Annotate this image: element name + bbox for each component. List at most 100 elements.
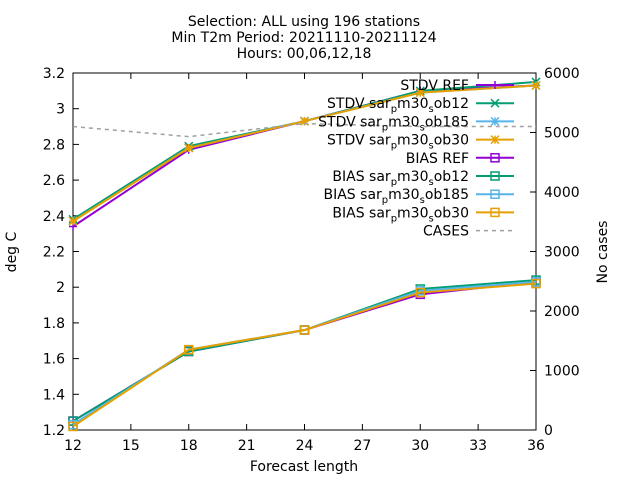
y2-axis-label: No cases xyxy=(595,221,611,284)
series-6 xyxy=(68,277,541,430)
y2-tick-label: 3000 xyxy=(544,245,580,261)
legend-label: CASES xyxy=(423,224,469,240)
y-tick-label: 1.6 xyxy=(43,352,65,368)
legend-label: BIAS sarpm30sob185 xyxy=(324,187,470,206)
data-point xyxy=(531,278,541,289)
legend-label: BIAS sarpm30sob30 xyxy=(332,205,469,224)
series-8 xyxy=(72,122,536,138)
legend-label-part: p xyxy=(391,141,397,152)
legend-label-part: BIAS REF xyxy=(406,151,469,167)
x-tick-label: 15 xyxy=(122,438,140,454)
y-tick-label: 2.8 xyxy=(43,137,65,153)
legend-label-part: s xyxy=(429,177,434,188)
legend-label-part: BIAS sar xyxy=(332,205,391,221)
legend-label: STDV sarpm30sob30 xyxy=(327,133,469,152)
chart-title: Selection: ALL using 196 stations Min T2… xyxy=(171,14,436,62)
legend-label-part: m30 xyxy=(397,169,428,185)
data-point xyxy=(531,80,541,91)
y-tick-label: 2.6 xyxy=(43,173,65,189)
series-4 xyxy=(68,277,541,426)
legend-label-part: ob12 xyxy=(434,96,469,112)
data-point xyxy=(415,88,425,98)
legend-label: STDV sarpm30sob12 xyxy=(327,96,469,115)
series-0 xyxy=(69,81,540,231)
y-axis-label: deg C xyxy=(4,231,20,272)
legend-label-part: m30 xyxy=(388,114,419,130)
legend-sample-marker xyxy=(490,207,500,218)
data-point xyxy=(184,143,194,153)
series-5 xyxy=(68,275,541,426)
title-line-2: Min T2m Period: 20211110-20211124 xyxy=(171,30,436,46)
legend-label-part: m30 xyxy=(397,205,428,221)
series-line xyxy=(72,280,537,422)
x-tick-label: 36 xyxy=(527,438,545,454)
x-tick-label: 12 xyxy=(64,438,82,454)
legend-label-part: p xyxy=(382,122,388,133)
legend-sample-marker xyxy=(490,189,500,199)
series-line xyxy=(72,282,537,428)
x-tick-label: 21 xyxy=(238,438,256,454)
series-line xyxy=(72,280,537,426)
x-tick-label: 27 xyxy=(353,438,371,454)
series-7 xyxy=(68,278,541,432)
legend-label-part: s xyxy=(429,213,434,224)
series-2 xyxy=(68,80,541,226)
x-tick-label: 30 xyxy=(411,438,429,454)
y2-tick-label: 4000 xyxy=(544,185,580,201)
legend-sample-marker xyxy=(490,116,500,126)
legend-sample-marker xyxy=(491,81,499,89)
legend-label-part: s xyxy=(420,122,425,133)
legend-sample-marker xyxy=(490,135,500,145)
legend-sample-marker xyxy=(490,171,500,181)
y-tick-label: 2.2 xyxy=(43,245,65,261)
data-point xyxy=(299,325,310,335)
data-point xyxy=(68,216,78,226)
legend-sample-marker xyxy=(490,98,500,108)
legend-label-part: CASES xyxy=(423,224,469,240)
y2-axis-ticks: 0 1000 2000 3000 4000 5000 6000 xyxy=(530,66,580,439)
y-tick-label: 1.2 xyxy=(43,423,65,439)
legend-label-part: s xyxy=(420,195,425,206)
legend-label-part: p xyxy=(382,195,388,206)
y2-tick-label: 2000 xyxy=(544,304,580,320)
legend-label-part: ob30 xyxy=(434,205,469,221)
y-axis-ticks: 1.2 1.4 1.6 1.8 2 2.2 2.4 2.6 2.8 3 3.2 xyxy=(43,66,79,439)
data-point xyxy=(299,116,310,126)
legend-label-part: STDV sar xyxy=(318,114,382,130)
legend-label-part: p xyxy=(391,213,397,224)
legend-label-part: BIAS sar xyxy=(332,169,391,185)
title-line-3: Hours: 00,06,12,18 xyxy=(237,46,372,62)
legend-label-part: s xyxy=(429,104,434,115)
series-1 xyxy=(68,77,541,224)
legend-label-part: m30 xyxy=(388,187,419,203)
x-axis-ticks: 12 15 18 21 24 27 30 33 36 xyxy=(64,73,545,454)
y-tick-label: 1.8 xyxy=(43,316,65,332)
legend-label-part: s xyxy=(429,141,434,152)
y2-tick-label: 0 xyxy=(544,423,553,439)
legend-label-part: ob185 xyxy=(425,187,469,203)
legend-label-part: ob185 xyxy=(425,114,469,130)
legend-label-part: p xyxy=(391,104,397,115)
legend-label-part: m30 xyxy=(397,133,428,149)
legend-sample-marker xyxy=(490,153,500,163)
x-axis-label: Forecast length xyxy=(250,459,358,475)
x-tick-label: 33 xyxy=(469,438,487,454)
legend-label-part: STDV sar xyxy=(327,133,391,149)
series-line xyxy=(72,279,537,422)
legend-label: STDV sarpm30sob185 xyxy=(318,114,469,133)
legend-label-part: p xyxy=(391,177,397,188)
y-tick-label: 2.4 xyxy=(43,209,65,225)
legend-label: BIAS REF xyxy=(406,151,469,167)
y-tick-label: 2 xyxy=(56,280,65,296)
series-line xyxy=(72,122,536,138)
y-tick-label: 1.4 xyxy=(43,387,65,403)
y2-tick-label: 5000 xyxy=(544,126,580,142)
x-tick-label: 24 xyxy=(296,438,314,454)
legend-label: BIAS sarpm30sob12 xyxy=(332,169,469,188)
x-tick-label: 18 xyxy=(180,438,198,454)
series-3 xyxy=(68,80,541,226)
legend-label-part: ob12 xyxy=(434,169,469,185)
y2-tick-label: 1000 xyxy=(544,364,580,380)
title-line-1: Selection: ALL using 196 stations xyxy=(188,14,420,30)
